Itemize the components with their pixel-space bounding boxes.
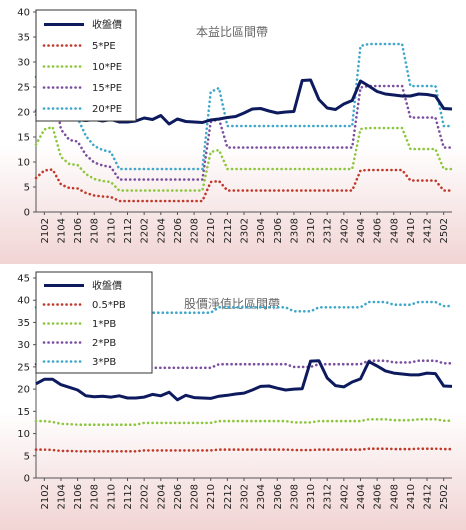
pe-series-line-4 [34, 40, 454, 171]
pe-x-tick-label: 2202 [140, 218, 151, 243]
pb-x-tick-label: 2202 [140, 484, 151, 509]
pe-band-chart-svg: 0 5 10 15 20 25 30 35 40 2102 2104 2106 2108 2110 2112… [0, 0, 466, 264]
pb-series-line-0 [35, 359, 453, 402]
pe-x-tick-label: 2306 [273, 218, 284, 243]
pe-legend-label-2: 10*PE [92, 62, 122, 73]
pe-series-line-2 [34, 125, 454, 192]
pb-x-tick-label: 2306 [273, 484, 284, 509]
pb-series-line-3 [34, 359, 454, 373]
pe-legend-label-0: 收盤價 [92, 18, 122, 31]
pb-x-tick-label: 2106 [73, 484, 84, 509]
pb-x-tick-label: 2204 [156, 484, 167, 509]
pb-x-tick-label: 2104 [56, 484, 67, 509]
pe-y-tick-label: 25 [17, 83, 30, 94]
pe-x-tick-label: 2110 [106, 218, 117, 243]
pb-legend-label-3: 2*PB [92, 338, 116, 349]
pb-band-chart: 0 5 10 15 20 25 30 35 40 45 2102 2104 2106 2108 2110 21… [0, 266, 466, 530]
pb-x-tick-label: 2108 [90, 484, 101, 509]
pb-x-tick-label: 2312 [323, 484, 334, 509]
pb-x-tick-label: 2412 [423, 484, 434, 509]
pe-x-tick-label: 2212 [223, 218, 234, 243]
pb-x-tick-label: 2404 [356, 484, 367, 509]
pe-x-tick-label: 2402 [339, 218, 350, 243]
pe-x-tick-label: 2408 [389, 218, 400, 243]
pb-y-tick-label: 45 [17, 274, 30, 285]
pb-x-tick-label: 2308 [289, 484, 300, 509]
pb-x-tick-label: 2102 [40, 484, 51, 509]
pe-x-tick-label: 2206 [173, 218, 184, 243]
pe-y-tick-label: 10 [17, 158, 30, 169]
pb-legend: 收盤價 0.5*PB 1*PB 2*PB 3*PB [35, 271, 153, 374]
pe-x-tick-label: 2106 [73, 218, 84, 243]
pe-series-line-1 [34, 168, 454, 203]
pb-x-tick-label: 2304 [256, 484, 267, 509]
pe-y-tick-label: 30 [17, 58, 30, 69]
pe-legend-label-4: 20*PE [92, 104, 122, 115]
pe-series-line-3 [34, 83, 454, 181]
pb-y-tick-label: 30 [17, 340, 30, 351]
pe-legend: 收盤價 5*PE 10*PE 15*PE 20*PE [35, 9, 137, 122]
pe-legend-label-3: 15*PE [92, 83, 122, 94]
pb-chart-title: 股價淨值比區間帶 [184, 296, 280, 311]
pe-y-tick-label: 35 [17, 33, 30, 44]
pe-x-tick-label: 2210 [206, 218, 217, 243]
pb-legend-label-4: 3*PB [92, 357, 116, 368]
pe-y-tick-label: 40 [17, 8, 30, 19]
pe-x-tick-label: 2204 [156, 218, 167, 243]
pb-x-tick-label: 2402 [339, 484, 350, 509]
pb-legend-label-0: 收盤價 [92, 279, 122, 292]
pe-x-tick-label: 2104 [56, 218, 67, 243]
pb-y-tick-label: 10 [17, 429, 30, 440]
pb-y-tick-label: 25 [17, 362, 30, 373]
pe-x-tick-label: 2404 [356, 218, 367, 243]
pb-x-tick-label: 2408 [389, 484, 400, 509]
pe-x-tick-label: 2308 [289, 218, 300, 243]
pb-legend-label-2: 1*PB [92, 319, 116, 330]
pb-band-chart-svg: 0 5 10 15 20 25 30 35 40 45 2102 2104 2106 2108 2110 21… [0, 266, 466, 530]
pb-y-tick-label: 35 [17, 318, 30, 329]
pb-x-tick-label: 2112 [123, 484, 134, 509]
pe-x-tick-label: 2302 [240, 218, 251, 243]
pb-series-line-1 [34, 447, 454, 453]
pb-x-tick-label: 2302 [240, 484, 251, 509]
pe-y-tick-label: 20 [17, 108, 30, 119]
pb-y-tick-label: 40 [17, 296, 30, 307]
pb-x-tick-label: 2310 [306, 484, 317, 509]
pb-x-tick-label: 2406 [373, 484, 384, 509]
pb-x-tick-label: 2410 [406, 484, 417, 509]
pb-x-tick-label: 2502 [439, 484, 450, 509]
pb-y-tick-label: 5 [24, 451, 30, 462]
pe-x-tick-label: 2304 [256, 218, 267, 243]
pe-x-tick-label: 2410 [406, 218, 417, 243]
pb-x-tick-label: 2110 [106, 484, 117, 509]
pe-x-tick-label: 2406 [373, 218, 384, 243]
pe-x-tick-label: 2108 [90, 218, 101, 243]
pe-legend-label-1: 5*PE [92, 41, 116, 52]
pe-x-tick-label: 2102 [40, 218, 51, 243]
pb-x-tick-label: 2206 [173, 484, 184, 509]
pe-x-tick-label: 2310 [306, 218, 317, 243]
pe-band-chart: 0 5 10 15 20 25 30 35 40 2102 2104 2106 2108 2110 2112… [0, 0, 466, 264]
pb-y-tick-label: 20 [17, 385, 30, 396]
pb-x-tick-label: 2210 [206, 484, 217, 509]
pb-y-tick-label: 15 [17, 407, 30, 418]
pb-x-tick-label: 2212 [223, 484, 234, 509]
pe-y-tick-label: 5 [24, 183, 30, 194]
pb-x-tick-label: 2208 [190, 484, 201, 509]
pe-x-tick-label: 2112 [123, 218, 134, 243]
pb-series-line-2 [34, 418, 454, 426]
pb-legend-box [35, 271, 153, 374]
pe-x-tick-label: 2208 [190, 218, 201, 243]
pb-y-tick-label: 0 [24, 474, 30, 485]
pe-x-tick-label: 2502 [439, 218, 450, 243]
pe-x-tick-label: 2412 [423, 218, 434, 243]
pb-legend-label-1: 0.5*PB [92, 300, 126, 311]
pe-chart-title: 本益比區間帶 [196, 25, 268, 39]
pe-x-tick-label: 2312 [323, 218, 334, 243]
pe-y-tick-label: 15 [17, 133, 30, 144]
pe-y-tick-label: 0 [24, 208, 30, 219]
